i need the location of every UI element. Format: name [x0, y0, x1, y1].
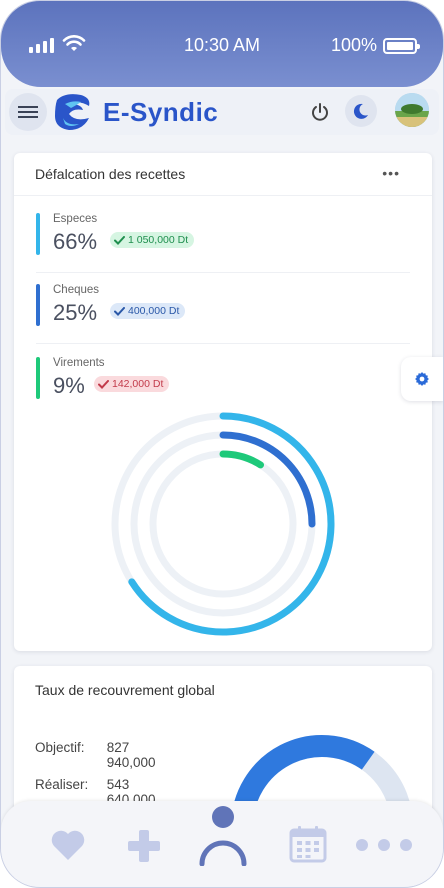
battery-percent: 100% [330, 35, 377, 55]
amount-value: 1 050,000 Dt [128, 234, 189, 246]
bottom-nav [1, 801, 443, 887]
theme-toggle-button[interactable] [345, 95, 377, 127]
status-right: 100% [330, 35, 420, 56]
card-title: Défalcation des recettes [35, 166, 186, 182]
avatar[interactable] [395, 93, 429, 127]
check-icon [114, 306, 125, 316]
profile-icon[interactable] [197, 798, 249, 866]
menu-button[interactable] [9, 93, 47, 131]
avatar-image [395, 93, 429, 127]
stat-percent: 25% [53, 300, 98, 325]
divider [36, 272, 410, 273]
settings-button[interactable] [401, 357, 443, 401]
check-icon [114, 235, 125, 245]
realiser-label: Réaliser: [35, 777, 89, 792]
stat-percent: 9% [53, 373, 85, 398]
add-icon[interactable] [126, 828, 162, 864]
signal-icon [29, 38, 54, 53]
menu-icon-line [18, 106, 38, 108]
amount-badge: 400,000 Dt [110, 303, 186, 319]
more-icon[interactable] [355, 838, 413, 852]
amount-value: 142,000 Dt [112, 378, 164, 390]
divider [36, 343, 410, 344]
objectif-row: Objectif: 827 940,000 [35, 740, 156, 770]
status-time: 10:30 AM [183, 35, 261, 55]
objectif-value: 827 940,000 [106, 740, 156, 770]
revenue-breakdown-card: Défalcation des recettes ••• Especes 66% 1… [14, 153, 432, 651]
stat-color-bar [36, 213, 40, 255]
chart-arc-especes [128, 412, 335, 636]
stat-especes: Especes 66% 1 050,000 Dt [36, 213, 410, 267]
stat-percent: 66% [53, 229, 98, 254]
stat-virements: Virements 9% 142,000 Dt [36, 357, 410, 411]
stat-cheques: Cheques 25% 400,000 Dt [36, 284, 410, 338]
stat-label: Especes [53, 213, 98, 225]
chart-arc-cheques [219, 431, 316, 528]
check-icon [98, 379, 109, 389]
amount-badge: 1 050,000 Dt [110, 232, 195, 248]
objectif-label: Objectif: [35, 740, 85, 755]
stat-label: Cheques [53, 284, 100, 296]
wifi-icon [62, 35, 86, 51]
power-icon[interactable] [309, 101, 331, 123]
battery-icon [383, 37, 420, 54]
moon-icon [353, 103, 368, 119]
card-title: Taux de recouvrement global [35, 682, 215, 698]
radial-chart [111, 412, 335, 636]
heart-icon[interactable] [50, 828, 86, 862]
more-options-button[interactable]: ••• [382, 165, 400, 181]
status-bar: 10:30 AM 100% [1, 1, 443, 87]
gear-icon [415, 372, 429, 386]
stat-color-bar [36, 284, 40, 326]
logo-icon [55, 94, 90, 130]
stat-label: Virements [53, 357, 105, 369]
amount-value: 400,000 Dt [128, 305, 180, 317]
chart-track [149, 450, 297, 598]
amount-badge: 142,000 Dt [94, 376, 170, 392]
status-left [29, 35, 86, 53]
stat-color-bar [36, 357, 40, 399]
app-name: E-Syndic [103, 97, 219, 127]
calendar-icon[interactable] [289, 825, 327, 863]
app-header: E-Syndic [5, 89, 439, 135]
card-header: Défalcation des recettes ••• [14, 153, 432, 196]
chart-arc-virements [219, 450, 265, 469]
